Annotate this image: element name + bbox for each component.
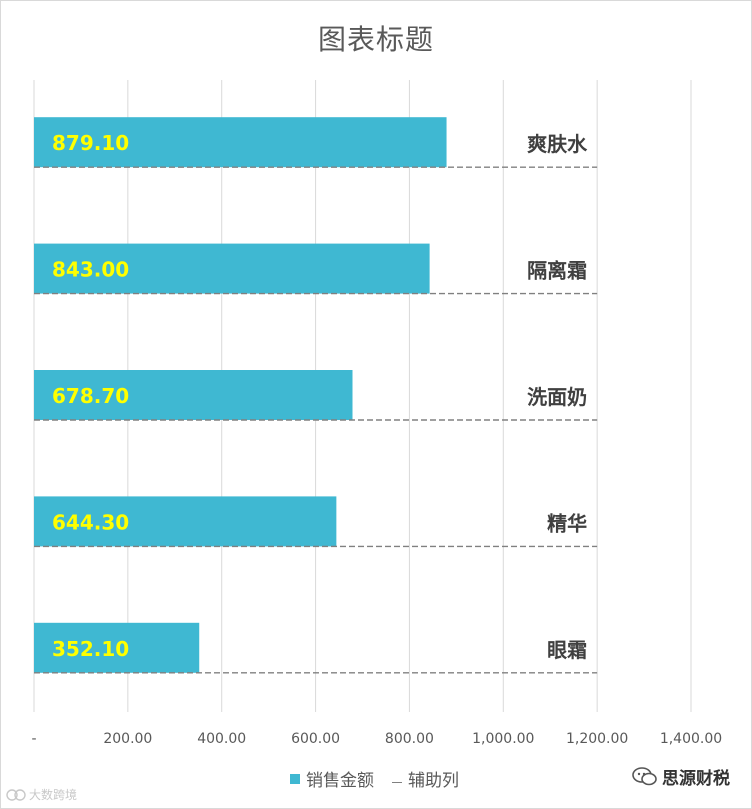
bar (34, 243, 430, 294)
legend-label-helper: 辅助列 (408, 771, 459, 791)
chart-legend: 销售金额 辅助列 (290, 766, 459, 791)
legend-swatch-helper (392, 782, 402, 783)
x-tick-label: 200.00 (103, 731, 152, 747)
wechat-icon (632, 766, 657, 785)
data-label: 678.70 (52, 384, 129, 408)
category-label: 洗面奶 (527, 385, 587, 409)
watermark-left-text: 大数跨境 (29, 788, 78, 802)
data-label: 879.10 (52, 131, 129, 155)
category-label: 隔离霜 (527, 259, 587, 283)
chart-title: 图表标题 (317, 23, 434, 56)
x-tick-label: 1,400.00 (660, 731, 722, 747)
x-tick-label: 1,000.00 (472, 731, 534, 747)
legend-item-sales: 销售金额 (290, 766, 374, 791)
watermark-right: 思源财税 (632, 764, 730, 789)
category-label: 爽肤水 (527, 132, 588, 156)
category-label: 眼霜 (547, 638, 587, 662)
x-tick-label: 400.00 (197, 731, 246, 747)
legend-label-sales: 销售金额 (306, 771, 374, 791)
watermark-right-text: 思源财税 (662, 769, 730, 789)
data-label: 843.00 (52, 258, 129, 282)
legend-item-helper: 辅助列 (392, 766, 459, 791)
watermark-logo-icon (6, 788, 26, 801)
watermark-left: 大数跨境 (6, 786, 77, 803)
bar (34, 622, 200, 673)
bar (34, 496, 337, 547)
bar (34, 370, 353, 420)
data-label: 352.10 (52, 637, 129, 661)
category-label: 精华 (547, 511, 587, 535)
data-label: 644.30 (52, 510, 129, 534)
x-tick-label: 800.00 (385, 731, 434, 747)
legend-swatch-sales (290, 773, 300, 784)
x-tick-label: 1,200.00 (566, 731, 628, 747)
bar (34, 117, 447, 168)
x-tick-label: 600.00 (291, 731, 340, 747)
x-tick-label: - (31, 731, 36, 747)
